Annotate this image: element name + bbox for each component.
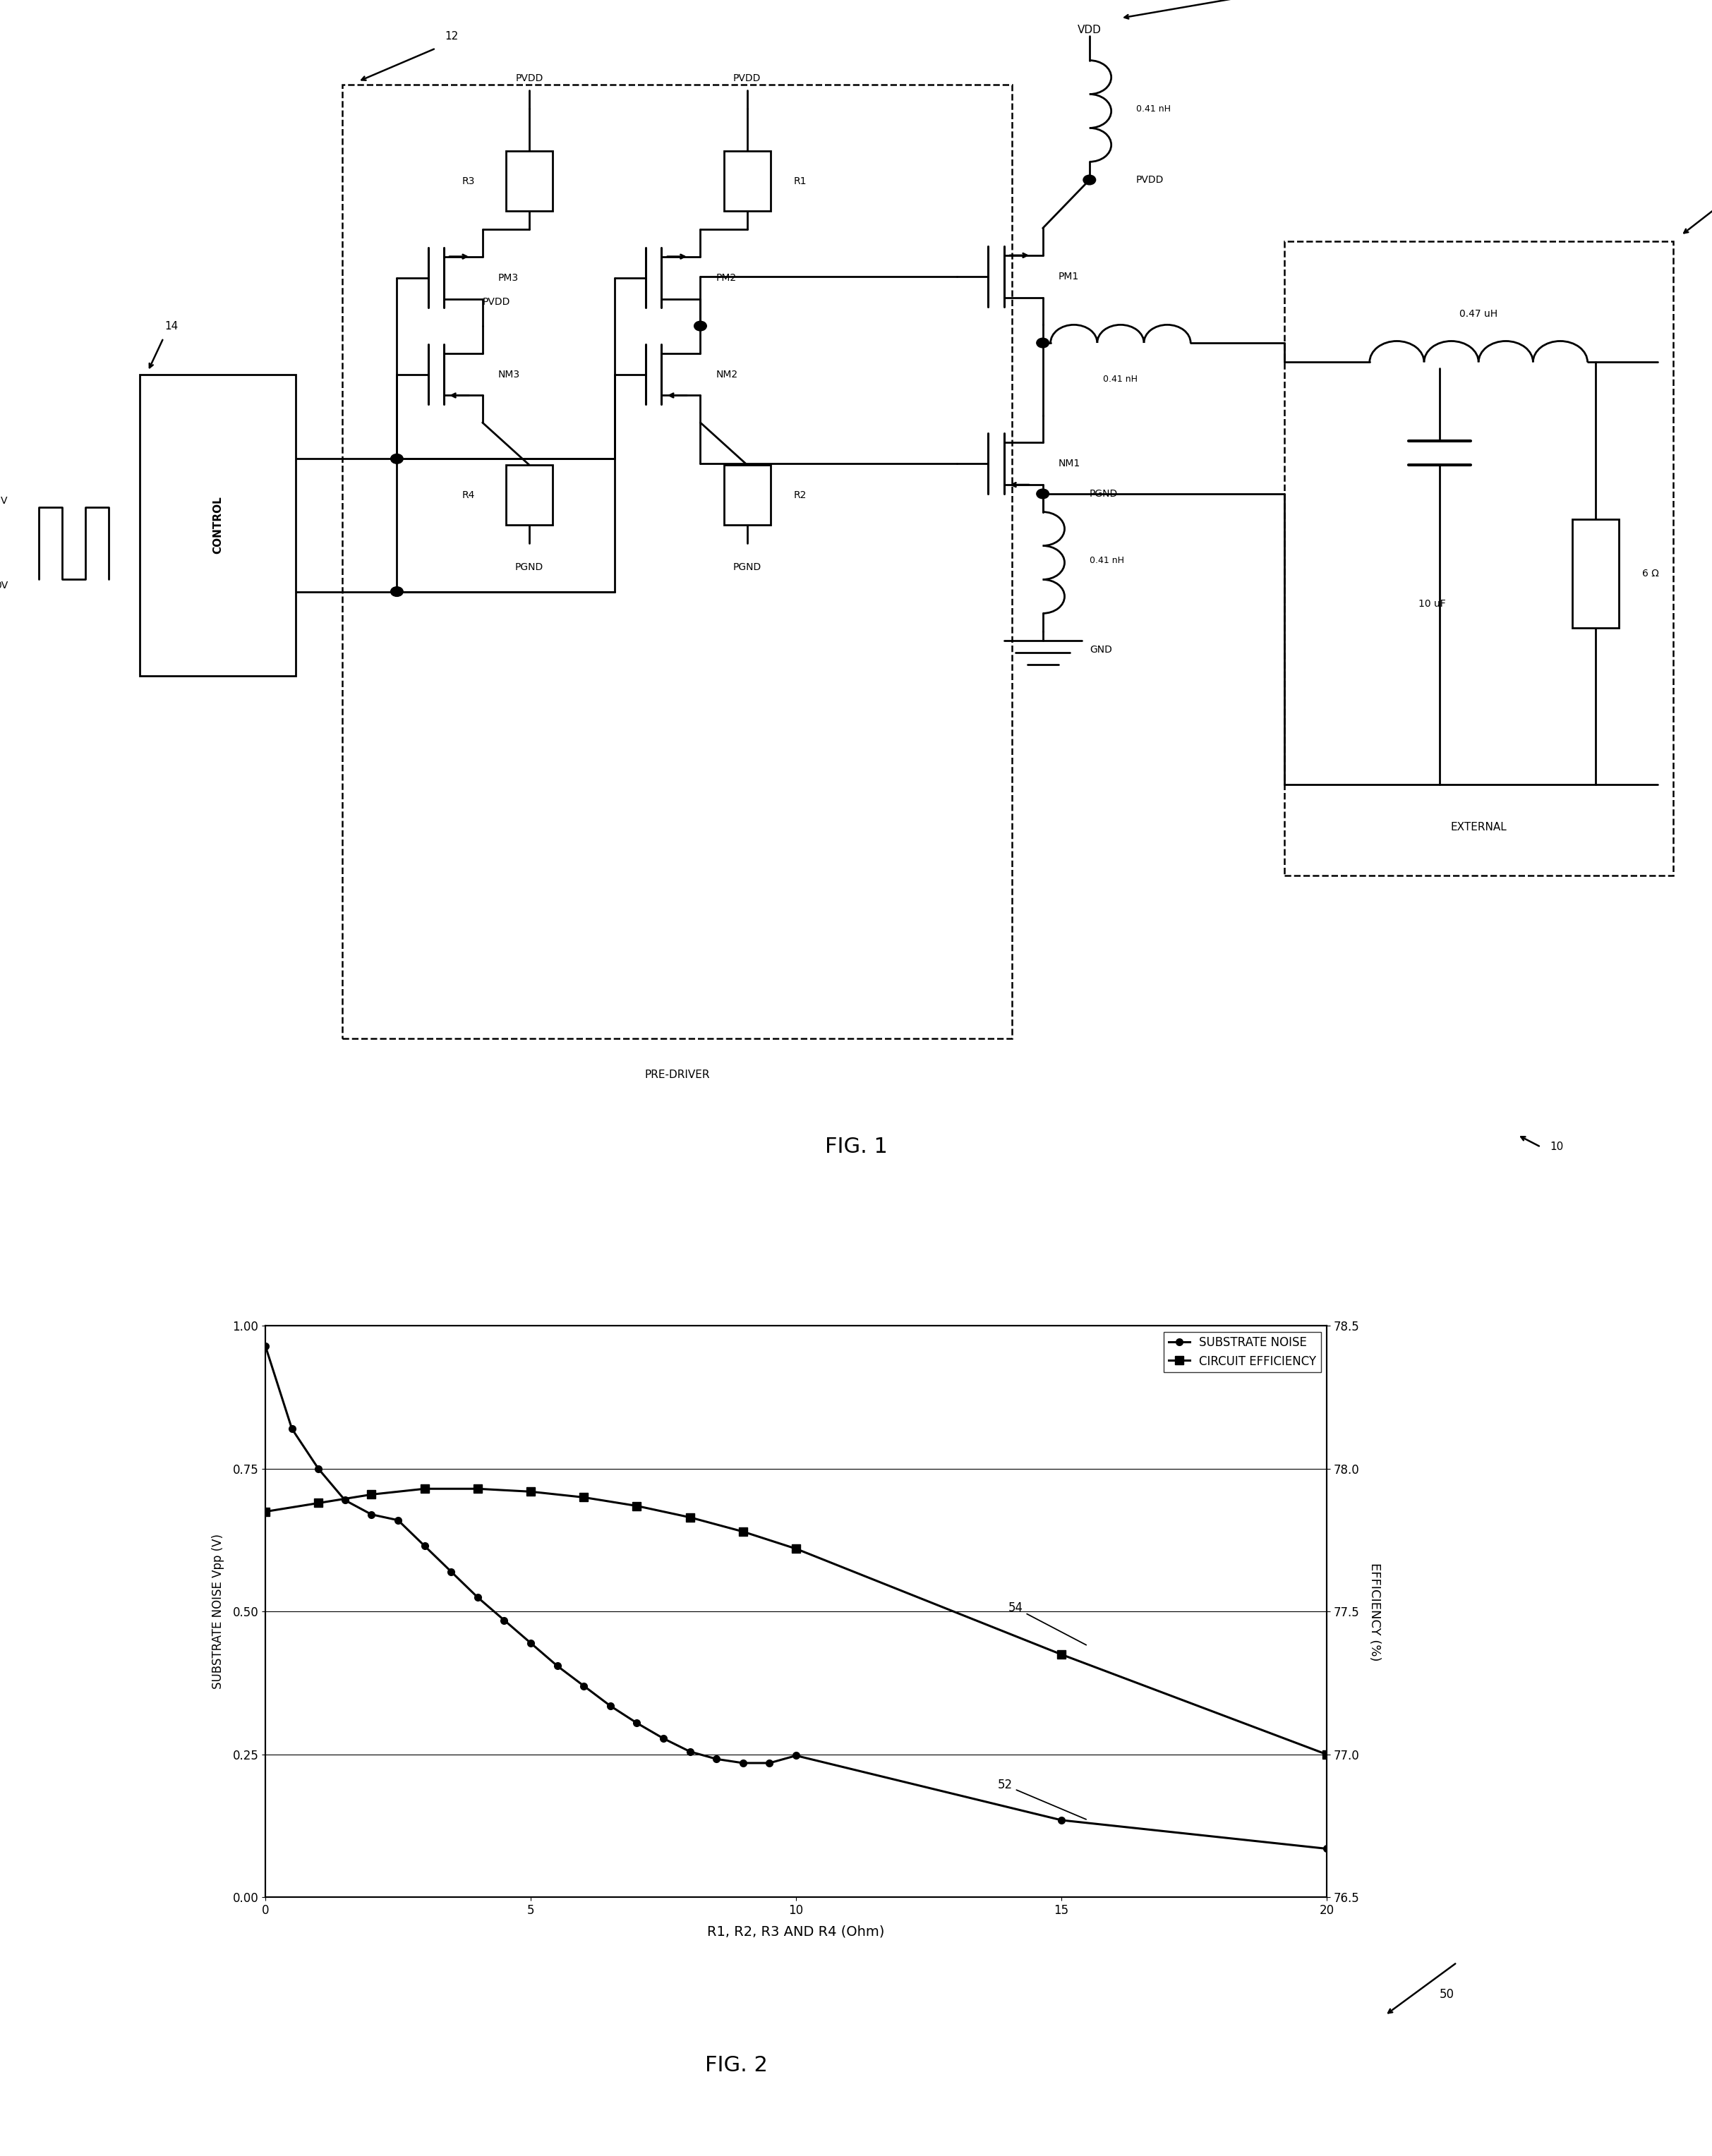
SUBSTRATE NOISE xyxy=(707,1746,728,1772)
SUBSTRATE NOISE xyxy=(308,1455,329,1481)
SUBSTRATE NOISE xyxy=(281,1416,301,1442)
Circle shape xyxy=(390,455,402,464)
Bar xyxy=(1572,520,1618,627)
Circle shape xyxy=(1084,175,1096,185)
Text: PVDD: PVDD xyxy=(1137,175,1164,185)
CIRCUIT EFFICIENCY xyxy=(627,1492,647,1518)
Text: NM2: NM2 xyxy=(716,369,738,379)
Text: CONTROL: CONTROL xyxy=(212,496,223,554)
SUBSTRATE NOISE xyxy=(414,1533,435,1559)
SUBSTRATE NOISE xyxy=(520,1630,541,1656)
SUBSTRATE NOISE xyxy=(680,1738,700,1764)
Text: 10 uF: 10 uF xyxy=(1418,599,1445,608)
CIRCUIT EFFICIENCY xyxy=(680,1505,700,1531)
SUBSTRATE NOISE xyxy=(1317,1835,1337,1861)
Text: 0V: 0V xyxy=(0,580,9,591)
Bar xyxy=(1284,241,1673,875)
Bar xyxy=(724,466,770,526)
CIRCUIT EFFICIENCY xyxy=(255,1498,276,1524)
Text: 52: 52 xyxy=(998,1779,1085,1820)
Text: PVDD: PVDD xyxy=(733,73,760,84)
Text: 0.41 nH: 0.41 nH xyxy=(1103,375,1138,384)
Y-axis label: EFFICIENCY (%): EFFICIENCY (%) xyxy=(1368,1563,1382,1660)
CIRCUIT EFFICIENCY xyxy=(786,1535,806,1561)
SUBSTRATE NOISE xyxy=(495,1606,515,1632)
CIRCUIT EFFICIENCY xyxy=(467,1477,488,1503)
CIRCUIT EFFICIENCY xyxy=(361,1481,382,1507)
Text: 50: 50 xyxy=(1440,1988,1453,2001)
SUBSTRATE NOISE xyxy=(255,1332,276,1358)
Bar xyxy=(724,151,770,211)
SUBSTRATE NOISE xyxy=(601,1692,621,1718)
Bar xyxy=(505,466,553,526)
CIRCUIT EFFICIENCY xyxy=(520,1479,541,1505)
Text: 54: 54 xyxy=(1008,1602,1085,1645)
SUBSTRATE NOISE xyxy=(627,1710,647,1736)
Text: PRE-DRIVER: PRE-DRIVER xyxy=(644,1069,710,1080)
Bar xyxy=(505,151,553,211)
Text: R3: R3 xyxy=(462,177,474,185)
Text: PM3: PM3 xyxy=(498,274,519,282)
Line: CIRCUIT EFFICIENCY: CIRCUIT EFFICIENCY xyxy=(262,1485,1330,1759)
CIRCUIT EFFICIENCY xyxy=(574,1483,594,1509)
SUBSTRATE NOISE xyxy=(574,1673,594,1699)
Circle shape xyxy=(390,586,402,597)
Text: FIG. 2: FIG. 2 xyxy=(705,2055,767,2076)
Text: NM1: NM1 xyxy=(1058,459,1080,468)
Circle shape xyxy=(1036,338,1049,347)
SUBSTRATE NOISE xyxy=(548,1654,568,1680)
CIRCUIT EFFICIENCY xyxy=(1051,1641,1072,1667)
Text: 14: 14 xyxy=(164,321,178,332)
SUBSTRATE NOISE xyxy=(733,1751,753,1777)
Line: SUBSTRATE NOISE: SUBSTRATE NOISE xyxy=(262,1343,1330,1852)
Text: PVDD: PVDD xyxy=(483,298,510,306)
Legend: SUBSTRATE NOISE, CIRCUIT EFFICIENCY: SUBSTRATE NOISE, CIRCUIT EFFICIENCY xyxy=(1164,1332,1322,1373)
SUBSTRATE NOISE xyxy=(467,1585,488,1611)
SUBSTRATE NOISE xyxy=(786,1742,806,1768)
CIRCUIT EFFICIENCY xyxy=(733,1518,753,1544)
SUBSTRATE NOISE xyxy=(654,1725,675,1751)
Circle shape xyxy=(693,321,707,330)
Text: NM3: NM3 xyxy=(498,369,520,379)
Text: 3.6V: 3.6V xyxy=(0,496,9,507)
Text: R4: R4 xyxy=(462,489,474,500)
Text: 6 Ω: 6 Ω xyxy=(1642,569,1659,578)
Circle shape xyxy=(1036,489,1049,498)
X-axis label: R1, R2, R3 AND R4 (Ohm): R1, R2, R3 AND R4 (Ohm) xyxy=(707,1925,885,1938)
CIRCUIT EFFICIENCY xyxy=(414,1477,435,1503)
Text: 0.41 nH: 0.41 nH xyxy=(1137,103,1171,114)
Text: PVDD: PVDD xyxy=(515,73,543,84)
CIRCUIT EFFICIENCY xyxy=(308,1490,329,1516)
Text: PM1: PM1 xyxy=(1058,272,1079,282)
Text: VDD: VDD xyxy=(1077,26,1101,34)
SUBSTRATE NOISE xyxy=(389,1507,409,1533)
Text: PM2: PM2 xyxy=(716,274,736,282)
Bar xyxy=(140,375,296,677)
Text: 0.47 uH: 0.47 uH xyxy=(1459,308,1498,319)
Text: 10: 10 xyxy=(1549,1143,1563,1151)
SUBSTRATE NOISE xyxy=(361,1501,382,1526)
Text: R1: R1 xyxy=(794,177,806,185)
Text: PGND: PGND xyxy=(515,563,543,571)
Text: 0.41 nH: 0.41 nH xyxy=(1089,556,1125,565)
SUBSTRATE NOISE xyxy=(442,1559,462,1585)
CIRCUIT EFFICIENCY xyxy=(1317,1742,1337,1768)
SUBSTRATE NOISE xyxy=(336,1488,356,1514)
Text: 12: 12 xyxy=(445,30,459,41)
SUBSTRATE NOISE xyxy=(760,1751,781,1777)
Y-axis label: SUBSTRATE NOISE Vpp (V): SUBSTRATE NOISE Vpp (V) xyxy=(212,1535,224,1688)
Text: FIG. 1: FIG. 1 xyxy=(825,1136,887,1158)
Text: EXTERNAL: EXTERNAL xyxy=(1450,821,1507,832)
Text: PGND: PGND xyxy=(733,563,762,571)
SUBSTRATE NOISE xyxy=(1051,1807,1072,1833)
Text: GND: GND xyxy=(1089,645,1113,655)
Text: PGND: PGND xyxy=(1089,489,1118,498)
Text: R2: R2 xyxy=(794,489,806,500)
Bar xyxy=(342,84,1012,1039)
